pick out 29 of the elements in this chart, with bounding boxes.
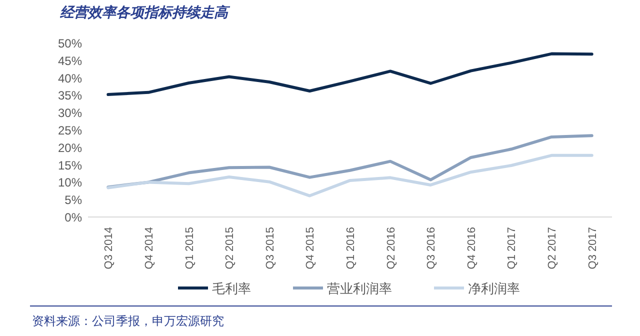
x-tick-label: Q1 2015 xyxy=(184,227,196,270)
y-tick-label: 25% xyxy=(58,124,82,138)
x-tick-label: Q2 2015 xyxy=(224,227,236,270)
y-tick-label: 15% xyxy=(58,158,82,172)
title: 经营效率各项指标持续走高 xyxy=(60,5,228,21)
x-tick-label: Q3 2016 xyxy=(426,227,438,270)
x-tick-label: Q4 2014 xyxy=(143,227,156,270)
y-tick-label: 10% xyxy=(58,176,82,190)
x-tick-label: Q1 2017 xyxy=(506,227,518,270)
y-tick-label: 50% xyxy=(58,36,82,50)
annotation: 资料来源：公司季报，申万宏源研究 xyxy=(32,314,224,328)
y-tick-label: 40% xyxy=(58,71,82,86)
y-tick-label: 0% xyxy=(64,210,82,224)
x-tick-label: Q3 2014 xyxy=(103,227,116,270)
x-tick-label: Q2 2017 xyxy=(546,227,559,270)
y-tick-label: 20% xyxy=(58,140,82,155)
legend-label: 营业利润率 xyxy=(327,281,392,296)
y-tick-label: 5% xyxy=(64,193,82,208)
x-tick-label: Q3 2015 xyxy=(264,227,276,270)
x-tick-label: Q1 2016 xyxy=(345,227,357,270)
x-tick-label: Q4 2016 xyxy=(466,227,478,270)
y-tick-label: 30% xyxy=(58,106,82,120)
x-tick-label: Q4 2015 xyxy=(304,227,317,270)
y-tick-label: 35% xyxy=(58,88,82,103)
legend-label: 净利润率 xyxy=(468,281,520,296)
x-tick-label: Q3 2017 xyxy=(586,227,599,270)
x-tick-label: Q2 2016 xyxy=(385,227,398,270)
legend-label: 毛利率 xyxy=(212,281,251,296)
y-tick-label: 45% xyxy=(58,54,82,68)
